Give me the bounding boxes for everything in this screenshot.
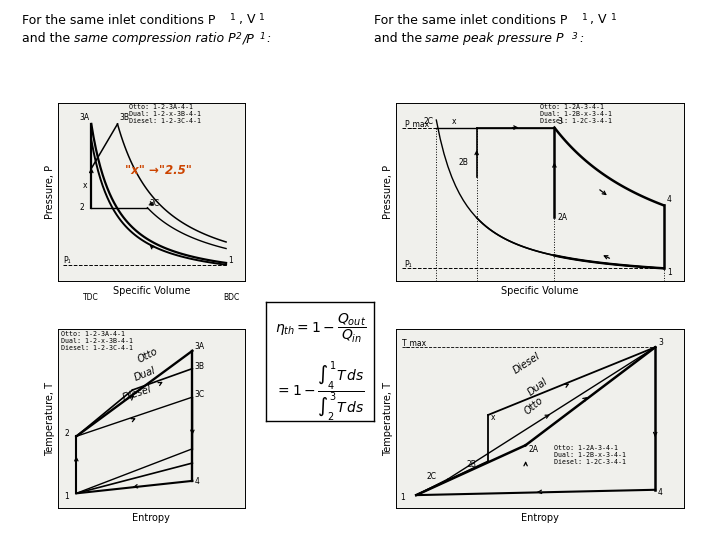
Text: x: x bbox=[491, 413, 495, 422]
Text: 4: 4 bbox=[194, 477, 199, 487]
Text: "x" →"2.5": "x" →"2.5" bbox=[125, 164, 192, 177]
Text: and the: and the bbox=[22, 32, 73, 45]
Text: 2: 2 bbox=[64, 429, 69, 438]
Text: Otto: 1-2-3A-4-1
Dual: 1-2-x-3B-4-1
Diesel: 1-2-3C-4-1: Otto: 1-2-3A-4-1 Dual: 1-2-x-3B-4-1 Dies… bbox=[61, 331, 133, 351]
Text: 4: 4 bbox=[658, 488, 663, 497]
Text: /P: /P bbox=[243, 32, 255, 45]
Text: 3: 3 bbox=[572, 32, 578, 42]
Text: x: x bbox=[451, 117, 456, 126]
Text: 3B: 3B bbox=[120, 113, 130, 123]
Text: :: : bbox=[580, 32, 584, 45]
Y-axis label: Pressure, P: Pressure, P bbox=[383, 165, 393, 219]
Text: 3: 3 bbox=[557, 117, 562, 126]
Text: 2: 2 bbox=[79, 202, 84, 212]
Text: Dual: Dual bbox=[132, 366, 157, 383]
Text: 3A: 3A bbox=[79, 113, 89, 123]
X-axis label: Specific Volume: Specific Volume bbox=[112, 286, 190, 296]
Text: 1: 1 bbox=[259, 32, 265, 42]
Text: 3B: 3B bbox=[194, 362, 204, 370]
Text: Otto: Otto bbox=[523, 395, 546, 417]
Text: 1: 1 bbox=[228, 256, 233, 265]
Text: 2A: 2A bbox=[557, 213, 567, 222]
Text: Diesel: Diesel bbox=[511, 351, 542, 376]
X-axis label: Entropy: Entropy bbox=[132, 513, 170, 523]
Text: TDC: TDC bbox=[84, 293, 99, 302]
Text: 3C: 3C bbox=[194, 390, 204, 399]
Text: :: : bbox=[266, 32, 271, 45]
Y-axis label: Temperature, T: Temperature, T bbox=[383, 381, 393, 456]
Text: BDC: BDC bbox=[224, 293, 240, 302]
Text: For the same inlet conditions P: For the same inlet conditions P bbox=[374, 14, 568, 26]
Text: same peak pressure P: same peak pressure P bbox=[425, 32, 563, 45]
Text: 3C: 3C bbox=[149, 199, 159, 208]
Text: 4: 4 bbox=[667, 195, 672, 204]
X-axis label: Entropy: Entropy bbox=[521, 513, 559, 523]
Text: 2C: 2C bbox=[423, 117, 433, 126]
Text: 2B: 2B bbox=[458, 158, 468, 167]
Text: same compression ratio P: same compression ratio P bbox=[74, 32, 235, 45]
Text: Otto: 1-2A-3-4-1
Dual: 1-2B-x-3-4-1
Diesel: 1-2C-3-4-1: Otto: 1-2A-3-4-1 Dual: 1-2B-x-3-4-1 Dies… bbox=[554, 445, 626, 465]
Text: T_max: T_max bbox=[402, 339, 427, 347]
Text: $\eta_{th} = 1 - \dfrac{Q_{out}}{Q_{in}}$: $\eta_{th} = 1 - \dfrac{Q_{out}}{Q_{in}}… bbox=[275, 312, 366, 345]
Text: 1: 1 bbox=[582, 14, 588, 23]
Text: $= 1 - \dfrac{\int_4^1 T\,ds}{\int_2^3 T\,ds}$: $= 1 - \dfrac{\int_4^1 T\,ds}{\int_2^3 T… bbox=[276, 359, 365, 424]
Text: Otto: 1-2-3A-4-1
Dual: 1-2-x-3B-4-1
Diesel: 1-2-3C-4-1: Otto: 1-2-3A-4-1 Dual: 1-2-x-3B-4-1 Dies… bbox=[129, 104, 201, 124]
Text: P_max: P_max bbox=[405, 119, 430, 128]
Text: , V: , V bbox=[590, 14, 607, 26]
Text: , V: , V bbox=[239, 14, 256, 26]
Text: 1: 1 bbox=[259, 14, 265, 23]
Text: P₁: P₁ bbox=[63, 256, 71, 265]
Text: 3A: 3A bbox=[194, 342, 204, 351]
Text: 1: 1 bbox=[230, 14, 235, 23]
Y-axis label: Temperature, T: Temperature, T bbox=[45, 381, 55, 456]
Text: 2C: 2C bbox=[426, 472, 436, 481]
Text: 1: 1 bbox=[64, 492, 69, 501]
Text: Otto: 1-2A-3-4-1
Dual: 1-2B-x-3-4-1
Diesel: 1-2C-3-4-1: Otto: 1-2A-3-4-1 Dual: 1-2B-x-3-4-1 Dies… bbox=[540, 104, 612, 124]
Text: Dual: Dual bbox=[526, 376, 549, 397]
Text: Otto: Otto bbox=[136, 347, 160, 365]
Text: Diesel: Diesel bbox=[121, 384, 153, 403]
Text: 1: 1 bbox=[667, 268, 672, 278]
Text: 1: 1 bbox=[400, 494, 405, 503]
Text: 2: 2 bbox=[236, 32, 242, 42]
Text: For the same inlet conditions P: For the same inlet conditions P bbox=[22, 14, 215, 26]
X-axis label: Specific Volume: Specific Volume bbox=[501, 286, 579, 296]
Text: and the: and the bbox=[374, 32, 426, 45]
Text: 1: 1 bbox=[611, 14, 616, 23]
Text: 2A: 2A bbox=[528, 446, 539, 454]
Text: x: x bbox=[83, 181, 88, 190]
Y-axis label: Pressure, P: Pressure, P bbox=[45, 165, 55, 219]
Text: 2B: 2B bbox=[467, 460, 477, 469]
Text: 3: 3 bbox=[658, 339, 663, 347]
Text: P₁: P₁ bbox=[405, 260, 413, 268]
